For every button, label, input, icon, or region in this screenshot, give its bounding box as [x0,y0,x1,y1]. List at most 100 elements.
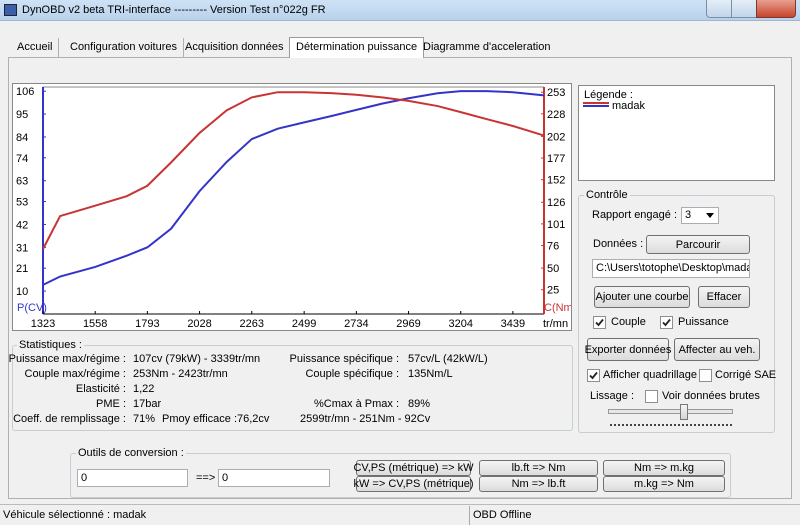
app-icon [4,4,17,16]
status-vehicle: Véhicule sélectionné : madak [3,509,147,521]
x-tick-label: 1793 [135,318,159,330]
check-mark [662,318,671,327]
stat-label: Pmoy efficace : [162,413,237,425]
chart: 10 21 31 42 53 63 74 84 95 106 25 50 76 101 126 152 177 2… [12,83,572,331]
stat-label: Couple spécifique : [305,368,399,380]
close-button[interactable] [756,0,796,18]
checkbox[interactable] [699,369,712,382]
legend-entry: madak [612,100,646,112]
y2-tick-label: 228 [547,109,565,121]
output-field[interactable]: 0 [218,469,330,487]
stat-value: 17bar [133,398,162,410]
checkbox[interactable] [587,369,600,382]
status-obd: OBD Offline [473,509,532,521]
legend-icon [583,102,609,107]
x-tick-label: 2969 [396,318,420,330]
stat-label: Coeff. de remplissage : [13,413,126,425]
y2-tick-label: 76 [547,241,559,253]
stat-value: 57cv/L (42kW/L) [408,353,488,365]
status-bar: Véhicule sélectionné : madak OBD Offline [0,504,800,525]
button[interactable]: kW => CV,PS (métrique) [353,476,474,492]
tab[interactable]: Acquisition données [179,38,291,58]
x-tick-label: 3204 [448,318,472,330]
label: Rapport engagé : [592,209,678,221]
status-separator [469,506,470,525]
button[interactable]: Nm => m.kg [603,460,725,476]
check-mark [595,318,604,327]
group-title: Outils de conversion : [76,447,186,460]
tab-selected[interactable]: Détermination puissance [289,37,425,58]
y-tick-label: 106 [16,86,34,98]
y2-tick-label: 202 [547,131,565,143]
y2-tick-label: 25 [547,285,559,297]
label: Données : [593,238,644,250]
minimize-button[interactable] [706,0,732,18]
button[interactable]: m.kg => Nm [603,476,725,492]
dropdown-arrow [706,213,714,218]
group-title: Statistiques : [17,339,84,352]
button[interactable]: Parcourir [646,235,750,254]
stat-value: 253Nm - 2423tr/mn [133,368,228,380]
title-bar: DynOBD v2 beta TRI-interface --------- V… [0,0,800,21]
button[interactable]: Exporter données [585,338,671,361]
y-tick-label: 84 [16,132,28,144]
gear-select[interactable]: 3 [681,207,719,224]
x-tick-label: 2263 [240,318,264,330]
stat-value: 76,2cv [237,413,270,425]
y2-tick-label: 152 [547,175,565,187]
y2-tick-label: 101 [547,219,565,231]
button[interactable]: Ajouter une courbe [594,286,690,308]
stat-value: 107cv (79kW) - 3339tr/mn [133,353,261,365]
check-mark [589,371,598,380]
y2-tick-label: 50 [547,263,559,275]
tab[interactable]: Diagramme d'acceleration [423,41,551,53]
checkbox[interactable] [645,390,658,403]
y-tick-label: 21 [16,263,28,275]
checkbox-label: Afficher quadrillage [603,369,697,381]
stat-label: Puissance max/régime : [8,353,126,365]
tab[interactable]: Accueil [11,38,60,58]
check-mark-path [662,318,671,327]
slider-track[interactable] [608,409,733,414]
path-input[interactable]: C:\Users\totophe\Desktop\madak [592,259,750,278]
y-tick-label: 63 [16,176,28,188]
x-tick-label: 1323 [31,318,55,330]
y-axis-label: P(CV) [17,302,47,314]
checkbox-label: Couple [611,316,646,328]
stat-label: Puissance spécifique : [289,353,399,365]
button[interactable]: Nm => lb.ft [479,476,598,492]
y2-tick-label: 177 [547,153,565,165]
slider-thumb[interactable] [680,404,688,420]
tab[interactable]: Configuration voitures [64,38,185,58]
stat-value: 1,22 [133,383,155,395]
controle-group [578,195,775,433]
stat-label: Elasticité : [75,383,126,395]
button[interactable]: Effacer [698,286,750,308]
checkbox[interactable] [660,316,673,329]
y-tick-label: 42 [16,219,28,231]
maximize-button[interactable] [731,0,757,18]
series-line [42,91,545,250]
y-tick-label: 95 [16,109,28,121]
y-tick-label: 74 [16,153,28,165]
arrow-label: ==> [196,472,216,484]
checkbox-label: Puissance [678,316,729,328]
x-tick-label: 3439 [501,318,525,330]
button[interactable]: Affecter au veh. [674,338,760,361]
check-mark-path [595,318,604,327]
x-axis-label: tr/mn [543,318,568,330]
stat-label: Couple max/régime : [24,368,127,380]
x-tick-label: 2734 [344,318,368,330]
button[interactable]: lb.ft => Nm [479,460,598,476]
input-field[interactable]: 0 [77,469,188,487]
checkbox[interactable] [593,316,606,329]
y-tick-label: 10 [16,286,28,298]
y-tick-label: 53 [16,197,28,209]
conversion-group [70,453,731,498]
checkbox-label: Corrigé SAE [715,369,777,381]
stat-value: 135Nm/L [408,368,453,380]
stat-value: 71% [133,413,156,425]
y-tick-label: 31 [16,242,28,254]
button[interactable]: CV,PS (métrique) => kW [353,460,474,476]
